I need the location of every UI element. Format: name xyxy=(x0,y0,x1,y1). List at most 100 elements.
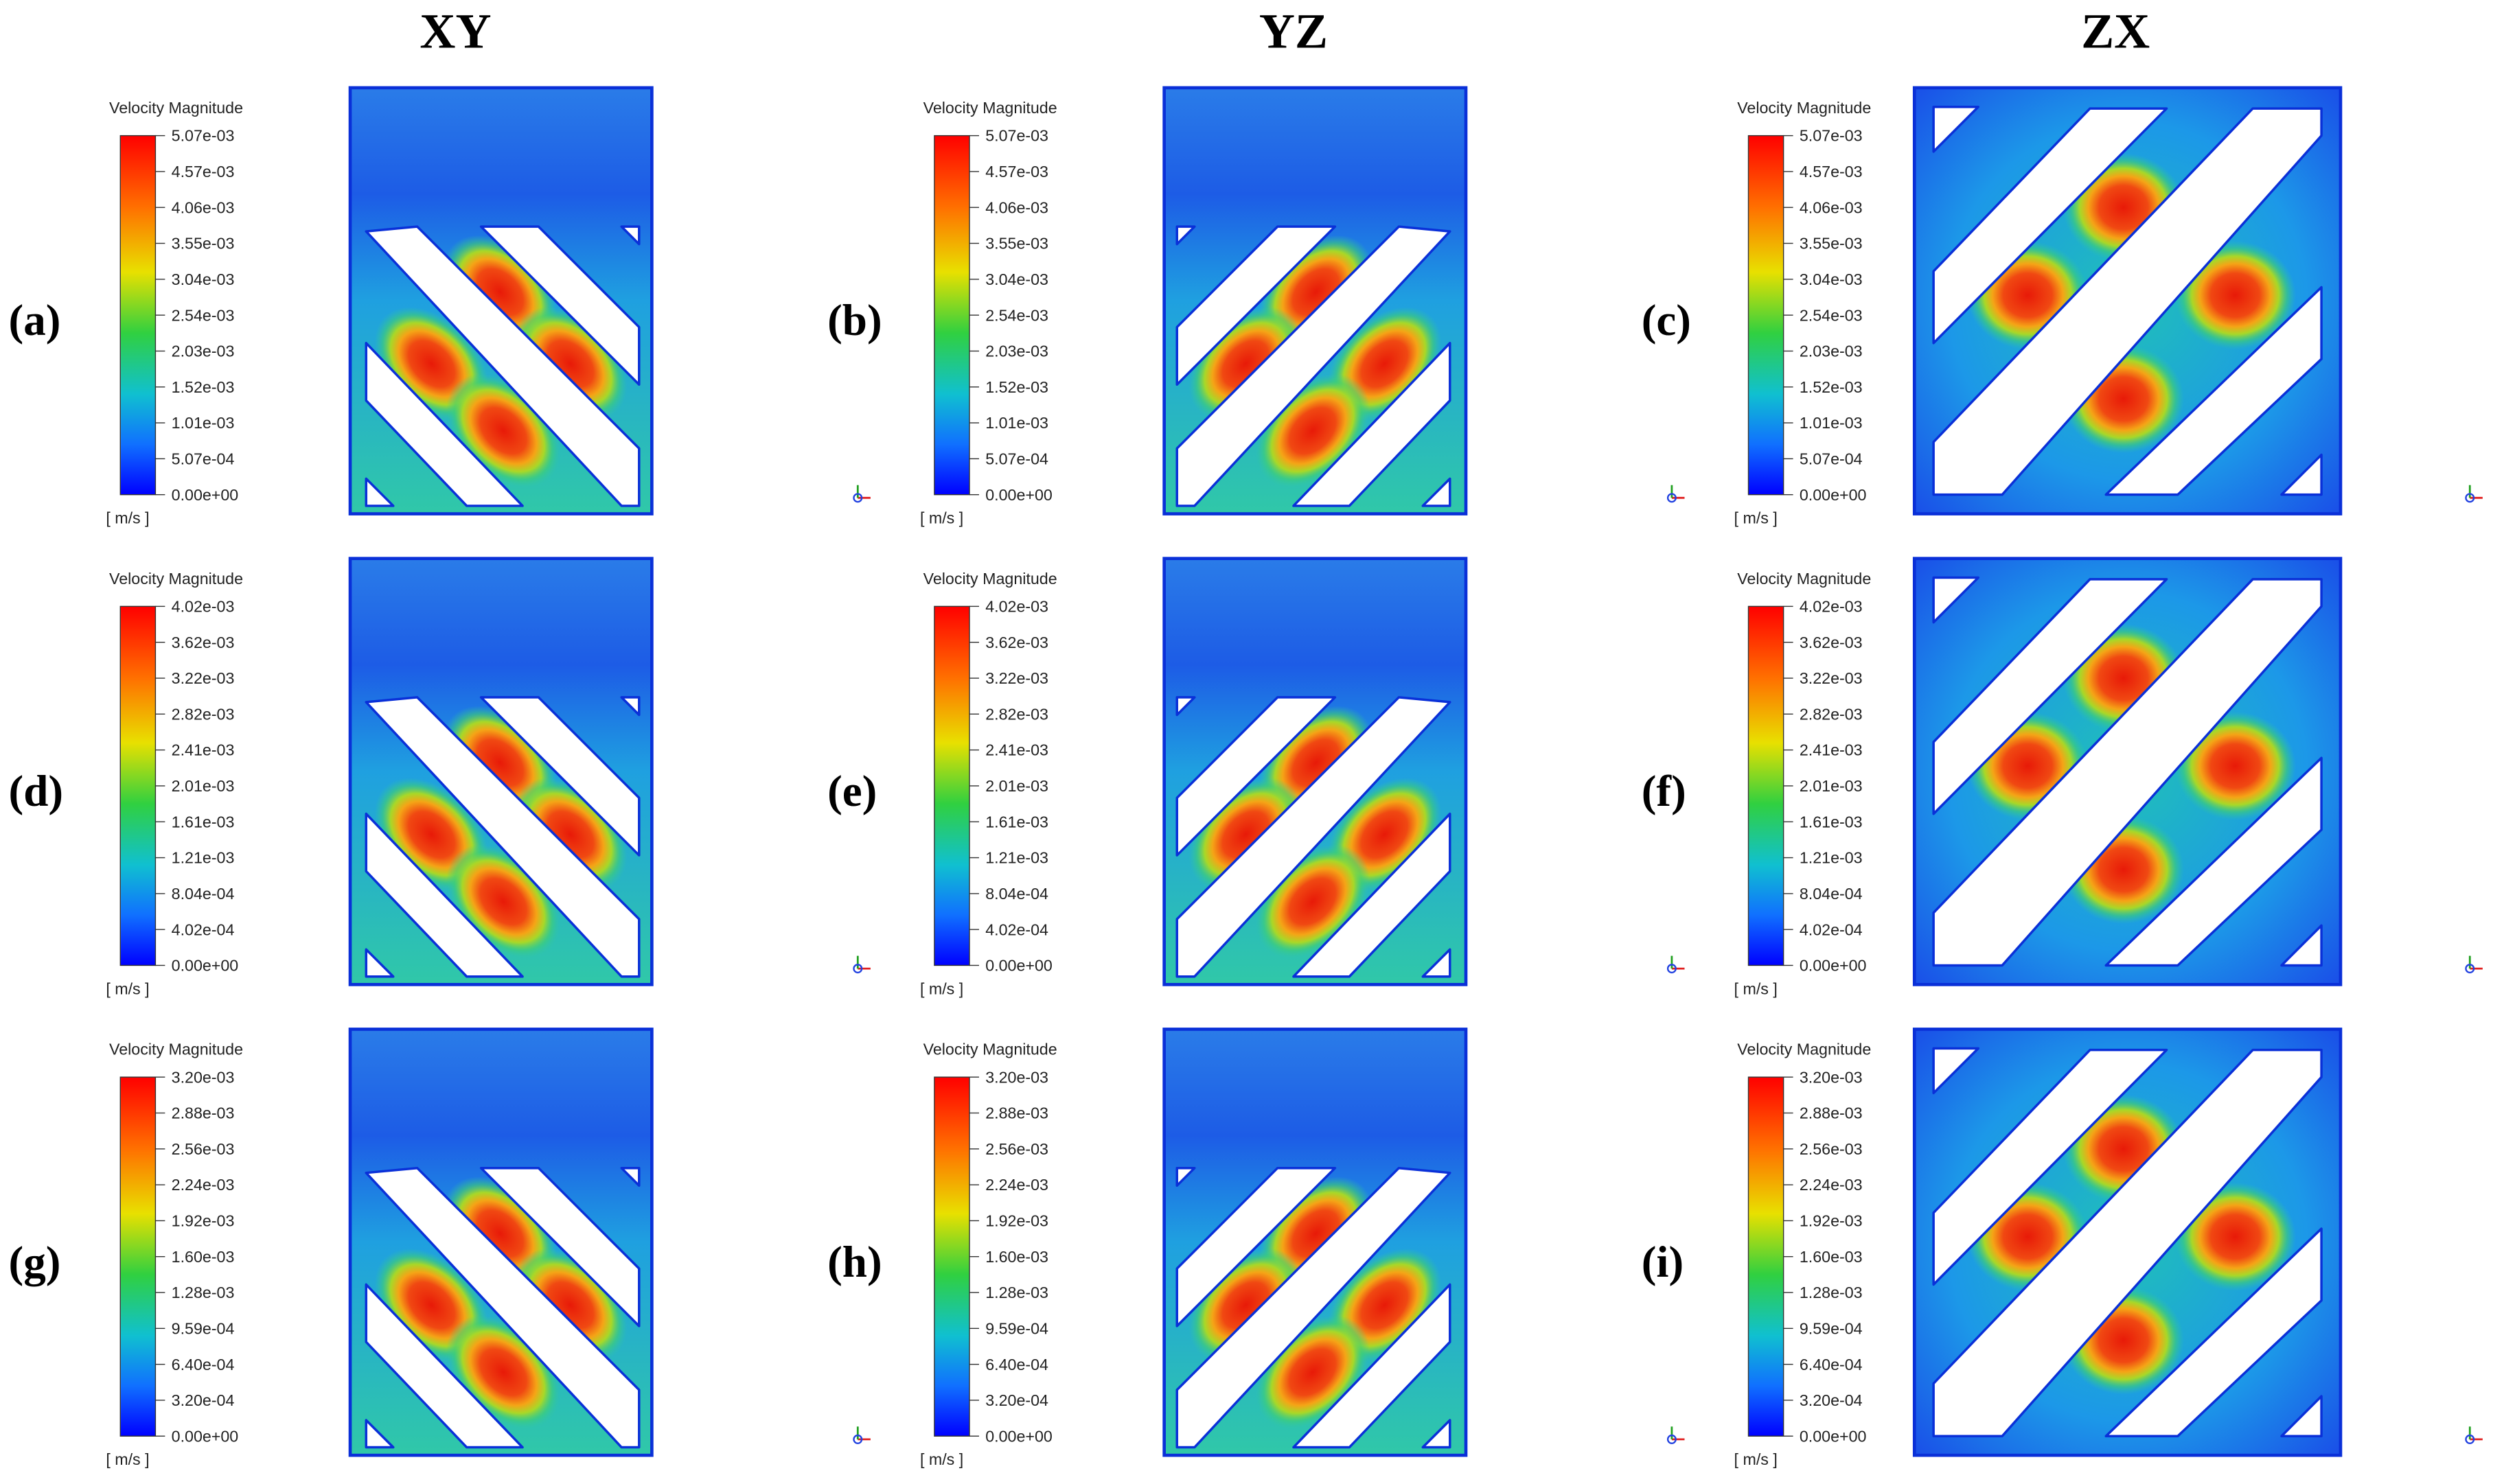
solid-region xyxy=(365,1419,395,1449)
solid-region xyxy=(365,948,395,978)
solid-region xyxy=(365,696,641,978)
solid-region xyxy=(2104,1227,2323,1438)
colorbar xyxy=(934,135,970,496)
triad-origin xyxy=(1666,1434,1677,1444)
colorbar-tick-label: 1.60e-03 xyxy=(172,1248,235,1266)
column-title: ZX xyxy=(2081,4,2150,59)
panel: (i) Velocity Magnitude 3.20e-03 2.88e-03 2.5… xyxy=(1642,1028,2483,1468)
colorbar-tick-label: 3.62e-03 xyxy=(1800,634,1863,651)
colorbar-title: Velocity Magnitude xyxy=(109,99,243,117)
colorbar-tick-label: 4.02e-03 xyxy=(172,598,235,616)
solid-region xyxy=(2280,453,2323,496)
colorbar-tick-label: 4.06e-03 xyxy=(1800,198,1863,216)
colorbar-tick-label: 3.04e-03 xyxy=(985,270,1048,288)
colorbar-tick-label: 0.00e+00 xyxy=(985,1427,1053,1445)
solid-region xyxy=(1292,1283,1451,1449)
colorbar xyxy=(934,605,970,966)
colorbar-tick-label: 8.04e-04 xyxy=(1800,885,1863,903)
colorbar-tick-label: 3.20e-04 xyxy=(985,1391,1048,1409)
colorbar-tick-label: 1.52e-03 xyxy=(172,378,235,396)
colorbar-tick-label: 2.41e-03 xyxy=(172,741,235,759)
solid-region xyxy=(365,1283,524,1449)
colorbar-tick-label: 3.22e-03 xyxy=(172,669,235,687)
colorbar-tick-label: 0.00e+00 xyxy=(172,1427,239,1445)
contour xyxy=(348,557,654,986)
triad-origin xyxy=(2465,964,2475,974)
colorbar-tick-label: 2.56e-03 xyxy=(985,1140,1048,1158)
contour-plot xyxy=(348,1028,654,1457)
triad-origin xyxy=(2465,1434,2475,1444)
colorbar-unit: [ m/s ] xyxy=(106,1450,149,1468)
colorbar-tick-label: 2.24e-03 xyxy=(172,1176,235,1194)
colorbar-tick-label: 4.57e-03 xyxy=(985,163,1048,181)
triad-origin xyxy=(2465,493,2475,503)
colorbar-tick-label: 2.54e-03 xyxy=(985,306,1048,324)
colorbar-tick-label: 4.57e-03 xyxy=(1800,163,1863,181)
axis-triad xyxy=(853,1426,871,1444)
solid-region xyxy=(1932,1048,2168,1286)
contour-plot xyxy=(1912,557,2343,986)
solid-region xyxy=(479,225,641,386)
colorbar-tick-label: 0.00e+00 xyxy=(985,957,1053,975)
panel-label: (b) xyxy=(827,296,882,345)
axis-triad xyxy=(853,485,871,503)
colorbar-tick-label: 2.41e-03 xyxy=(1800,741,1863,759)
panel: (c) Velocity Magnitude 5.07e-03 4.57e-03 4.0… xyxy=(1642,86,2483,527)
panel-label: (d) xyxy=(9,767,64,816)
colorbar-tick-label: 3.20e-03 xyxy=(985,1068,1048,1086)
solid-region xyxy=(620,1166,641,1187)
colorbar-tick-label: 1.28e-03 xyxy=(1800,1284,1863,1301)
solid-region xyxy=(1932,578,2168,815)
solid-region xyxy=(1932,107,2323,496)
colorbar-tick-label: 0.00e+00 xyxy=(1800,1427,1867,1445)
axis-triad xyxy=(1666,955,1685,974)
contour-plot xyxy=(1162,1028,1468,1457)
solid-region xyxy=(1932,576,1979,624)
contour xyxy=(1162,1028,1468,1457)
colorbar-tick-label: 2.01e-03 xyxy=(985,777,1048,795)
colorbar-tick-label: 4.02e-04 xyxy=(1800,920,1863,938)
colorbar-tick-label: 0.00e+00 xyxy=(1800,957,1867,975)
colorbar-tick-label: 3.04e-03 xyxy=(1800,270,1863,288)
colorbar-tick-label: 1.60e-03 xyxy=(1800,1248,1863,1266)
colorbar xyxy=(1747,135,1784,496)
colorbar-tick-label: 3.55e-03 xyxy=(1800,235,1863,253)
column-title: XY xyxy=(420,4,491,59)
panel: (d) Velocity Magnitude 4.02e-03 3.62e-03 3.2… xyxy=(9,557,871,997)
solid-region xyxy=(1175,1166,1451,1449)
contour xyxy=(348,86,654,515)
solid-region xyxy=(620,225,641,246)
colorbar-tick-label: 3.55e-03 xyxy=(985,235,1048,253)
colorbar-unit: [ m/s ] xyxy=(1734,509,1778,527)
triad-origin xyxy=(1666,493,1677,503)
solid-region xyxy=(1175,696,1451,978)
solid-region xyxy=(2280,924,2323,967)
contour xyxy=(348,1028,654,1457)
colorbar-tick-label: 2.54e-03 xyxy=(172,306,235,324)
colorbar-unit: [ m/s ] xyxy=(920,1450,963,1468)
panel: (f) Velocity Magnitude 4.02e-03 3.62e-03 3.2… xyxy=(1642,557,2483,997)
colorbar-tick-label: 9.59e-04 xyxy=(985,1319,1048,1337)
solid-region xyxy=(1932,107,2168,345)
colorbar-tick-label: 3.22e-03 xyxy=(985,669,1048,687)
colorbar-tick-label: 2.24e-03 xyxy=(985,1176,1048,1194)
colorbar-tick-label: 1.28e-03 xyxy=(985,1284,1048,1301)
colorbar-tick-label: 2.01e-03 xyxy=(172,777,235,795)
colorbar-tick-label: 4.02e-04 xyxy=(985,920,1048,938)
solid-region xyxy=(365,225,641,507)
solid-region xyxy=(1175,696,1196,717)
colorbar-tick-label: 5.07e-03 xyxy=(985,127,1048,145)
solid-region xyxy=(1421,948,1451,978)
colorbar-tick-label: 1.52e-03 xyxy=(985,378,1048,396)
colorbar-tick-label: 1.92e-03 xyxy=(172,1212,235,1230)
triad-origin xyxy=(853,964,863,974)
colorbar-tick-label: 1.01e-03 xyxy=(172,414,235,432)
solid-region xyxy=(479,696,641,857)
colorbar-tick-label: 1.01e-03 xyxy=(1800,414,1863,432)
contour xyxy=(1162,557,1468,986)
axis-triad xyxy=(2465,1426,2483,1444)
colorbar-tick-label: 4.02e-03 xyxy=(1800,598,1863,616)
colorbar-tick-label: 1.52e-03 xyxy=(1800,378,1863,396)
colorbar-tick-label: 8.04e-04 xyxy=(985,885,1048,903)
